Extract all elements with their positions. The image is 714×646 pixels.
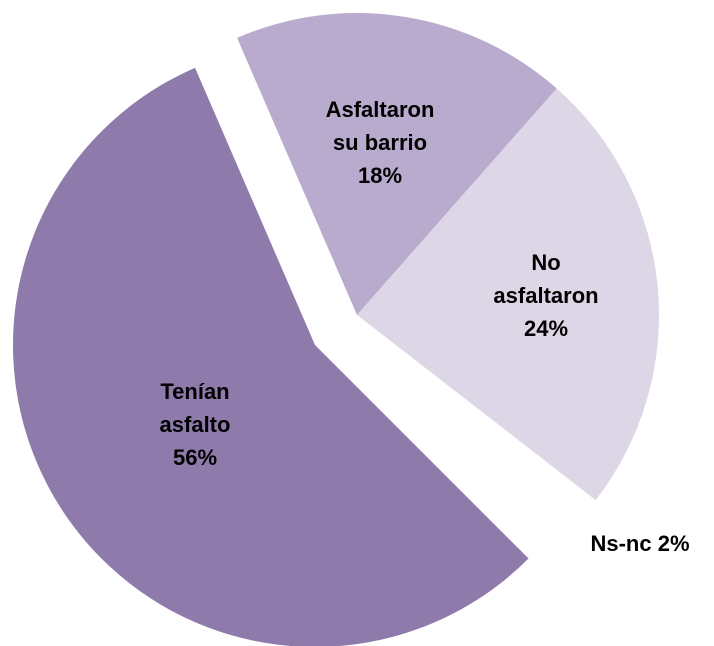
category-label: Tenían asfalto [159, 379, 231, 437]
pie-slice [13, 67, 529, 646]
category-label: Ns-nc [590, 531, 652, 556]
value-label: 2% [657, 531, 690, 556]
value-label: 24% [523, 316, 569, 341]
slice-label: No asfaltaron 24% [486, 246, 606, 345]
pie-slice [357, 88, 659, 501]
value-label: 56% [172, 445, 218, 470]
slice-label: Tenían asfalto 56% [135, 375, 255, 474]
category-label: No asfaltaron [493, 250, 599, 308]
category-label: Asfaltaron su barrio [325, 97, 435, 155]
pie-slice [357, 315, 596, 529]
slice-label: Ns-nc 2% [560, 527, 714, 560]
value-label: 18% [357, 163, 403, 188]
slice-label: Asfaltaron su barrio 18% [320, 93, 440, 192]
pie-slice [237, 13, 557, 316]
